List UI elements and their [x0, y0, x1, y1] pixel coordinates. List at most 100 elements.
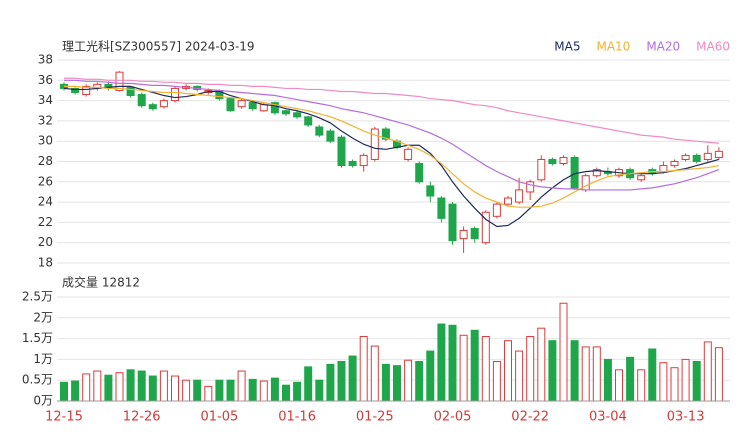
- x-tick-label: 01-25: [356, 410, 394, 425]
- y-tick-label: 34: [38, 93, 53, 107]
- volume-bar: [226, 379, 235, 402]
- candle-body: [270, 102, 279, 114]
- volume-bar: [60, 381, 68, 402]
- y-tick-label: 30: [38, 134, 53, 148]
- candle-body: [315, 126, 324, 136]
- candle-body: [459, 230, 468, 240]
- candle-body: [437, 197, 446, 219]
- volume-bar: [182, 379, 191, 402]
- y-tick-label: 1.5万: [22, 331, 53, 345]
- volume-bar: [559, 302, 568, 402]
- volume-bar: [148, 375, 157, 402]
- volume-title: 成交量 12812: [62, 275, 140, 290]
- volume-bar: [581, 346, 590, 402]
- volume-bar: [348, 355, 357, 402]
- volume-bar: [537, 327, 546, 402]
- volume-bar: [670, 367, 679, 402]
- volume-bar: [304, 366, 313, 402]
- y-tick-label: 32: [38, 113, 53, 127]
- candle-body: [481, 211, 490, 244]
- candle-body: [404, 148, 413, 160]
- x-tick-label: 03-04: [589, 410, 627, 425]
- volume-bar: [293, 381, 302, 402]
- volume-bar: [470, 329, 479, 402]
- volume-bar: [648, 348, 657, 402]
- candle-body: [115, 71, 124, 91]
- y-tick-label: 1万: [33, 352, 53, 366]
- y-tick-label: 20: [38, 235, 53, 249]
- candle-body: [126, 86, 135, 97]
- volume-bar: [82, 373, 91, 402]
- volume-bar: [248, 378, 257, 402]
- ma-line: [63, 85, 720, 228]
- ma-line: [64, 85, 720, 208]
- candle-body: [337, 136, 346, 167]
- x-tick-label: 02-05: [434, 410, 472, 425]
- volume-bar: [504, 340, 512, 402]
- volume-bar: [381, 363, 390, 402]
- volume-bar: [159, 370, 168, 402]
- volume-bar: [215, 379, 224, 402]
- volume-bar: [71, 380, 80, 402]
- candle-body: [548, 158, 557, 165]
- volume-bar: [237, 370, 246, 402]
- candle-body: [659, 165, 668, 173]
- y-tick-label: 38: [38, 53, 53, 67]
- y-tick-label: 22: [38, 215, 53, 229]
- volume-bar: [415, 360, 424, 402]
- volume-bar: [548, 340, 557, 402]
- x-tick-label: 01-16: [278, 410, 316, 425]
- candle-body: [248, 102, 257, 110]
- candle-body: [637, 175, 646, 181]
- legend-label: MA10: [596, 40, 630, 54]
- candle-body: [515, 189, 524, 203]
- candle-body: [692, 154, 701, 163]
- ma-line: [64, 77, 719, 144]
- candle-body: [526, 181, 535, 193]
- candle-body: [370, 128, 379, 160]
- legend-label: MA5: [554, 40, 580, 54]
- volume-bar: [426, 350, 435, 402]
- candle-body: [359, 154, 368, 167]
- candle-body: [681, 154, 690, 160]
- candle-body: [226, 98, 235, 112]
- candle-body: [592, 169, 601, 177]
- candle-body: [670, 161, 679, 167]
- volume-bar: [259, 380, 268, 402]
- volume-bar: [171, 375, 179, 402]
- volume-bar: [126, 369, 135, 402]
- volume-bar: [603, 358, 612, 402]
- y-tick-label: 2.5万: [22, 290, 53, 304]
- volume-bar: [448, 324, 457, 402]
- volume-bar: [115, 372, 124, 402]
- candle-body: [426, 185, 435, 197]
- x-tick-label: 02-22: [511, 410, 549, 425]
- volume-bar: [137, 370, 146, 402]
- volume-bar: [615, 369, 623, 402]
- x-tick-label: 01-05: [201, 410, 239, 425]
- volume-bar: [359, 336, 368, 402]
- volume-bar: [626, 356, 635, 402]
- volume-bar: [282, 384, 290, 402]
- candle-body: [137, 94, 146, 107]
- candle-body: [415, 163, 424, 183]
- legend-label: MA20: [646, 40, 680, 54]
- candle-body: [259, 104, 268, 112]
- candle-body: [492, 203, 501, 217]
- y-tick-label: 28: [38, 154, 53, 168]
- x-tick-label: 03-13: [667, 410, 705, 425]
- candle-body: [304, 116, 313, 126]
- volume-bar: [326, 363, 335, 402]
- volume-bar: [204, 385, 213, 402]
- candle-body: [171, 87, 179, 102]
- y-tick-label: 0.5万: [22, 373, 53, 387]
- volume-bar: [515, 350, 524, 402]
- candle-body: [159, 100, 168, 108]
- volume-bar: [104, 374, 113, 402]
- volume-bar: [592, 346, 601, 402]
- candle-body: [237, 100, 246, 108]
- volume-bar: [393, 365, 401, 402]
- volume-bar: [315, 379, 324, 402]
- volume-bar: [270, 377, 279, 402]
